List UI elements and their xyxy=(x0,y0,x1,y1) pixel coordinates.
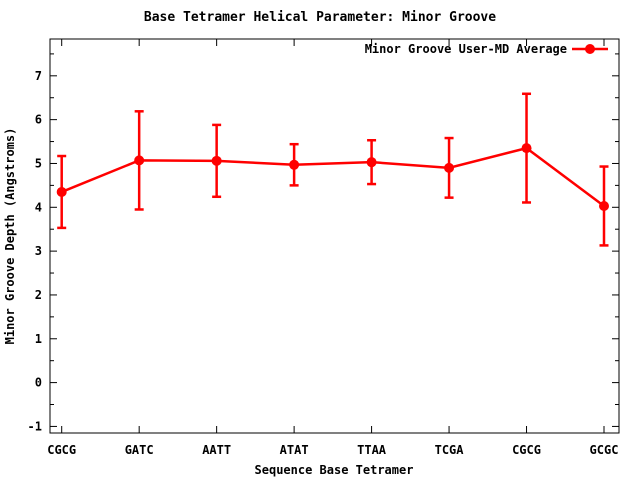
x-tick-label: GATC xyxy=(125,443,154,457)
y-tick-label: 7 xyxy=(35,69,42,83)
y-tick-label: 1 xyxy=(35,332,42,346)
x-tick-label: GCGC xyxy=(590,443,619,457)
data-point-marker xyxy=(444,162,455,173)
data-point-marker xyxy=(56,186,67,197)
y-tick-label: 4 xyxy=(35,200,42,214)
data-point-marker xyxy=(211,155,222,166)
y-tick-label: -1 xyxy=(28,419,42,433)
y-tick-label: 2 xyxy=(35,288,42,302)
y-tick-label: 0 xyxy=(35,376,42,390)
legend-label: Minor Groove User-MD Average xyxy=(365,42,567,56)
y-tick-label: 5 xyxy=(35,156,42,170)
y-tick-label: 3 xyxy=(35,244,42,258)
x-tick-label: CGCG xyxy=(512,443,541,457)
data-point-marker xyxy=(599,200,609,211)
x-axis-label: Sequence Base Tetramer xyxy=(255,463,414,477)
y-axis-label: Minor Groove Depth (Angstroms) xyxy=(3,128,17,345)
x-tick-label: ATAT xyxy=(280,443,309,457)
data-point-marker xyxy=(134,155,145,166)
plot-border xyxy=(49,38,620,434)
x-tick-label: TTAA xyxy=(357,443,387,457)
series-layer xyxy=(56,92,609,247)
chart-title: Base Tetramer Helical Parameter: Minor G… xyxy=(144,10,496,25)
x-tick-label: CGCG xyxy=(47,443,76,457)
x-tick-label: TCGA xyxy=(435,443,465,457)
data-point-marker xyxy=(521,143,532,154)
x-tick-label: AATT xyxy=(202,443,231,457)
axes-layer: -1 0 1 2 3 4 5 6 7 CGCG GATC AATT ATAT TTAA TCGA CGCG GC… xyxy=(28,38,620,457)
data-point-marker xyxy=(366,157,377,168)
data-point-marker xyxy=(289,159,300,170)
legend-marker-icon xyxy=(585,44,595,54)
y-tick-label: 6 xyxy=(35,113,42,127)
series-line xyxy=(61,146,605,207)
